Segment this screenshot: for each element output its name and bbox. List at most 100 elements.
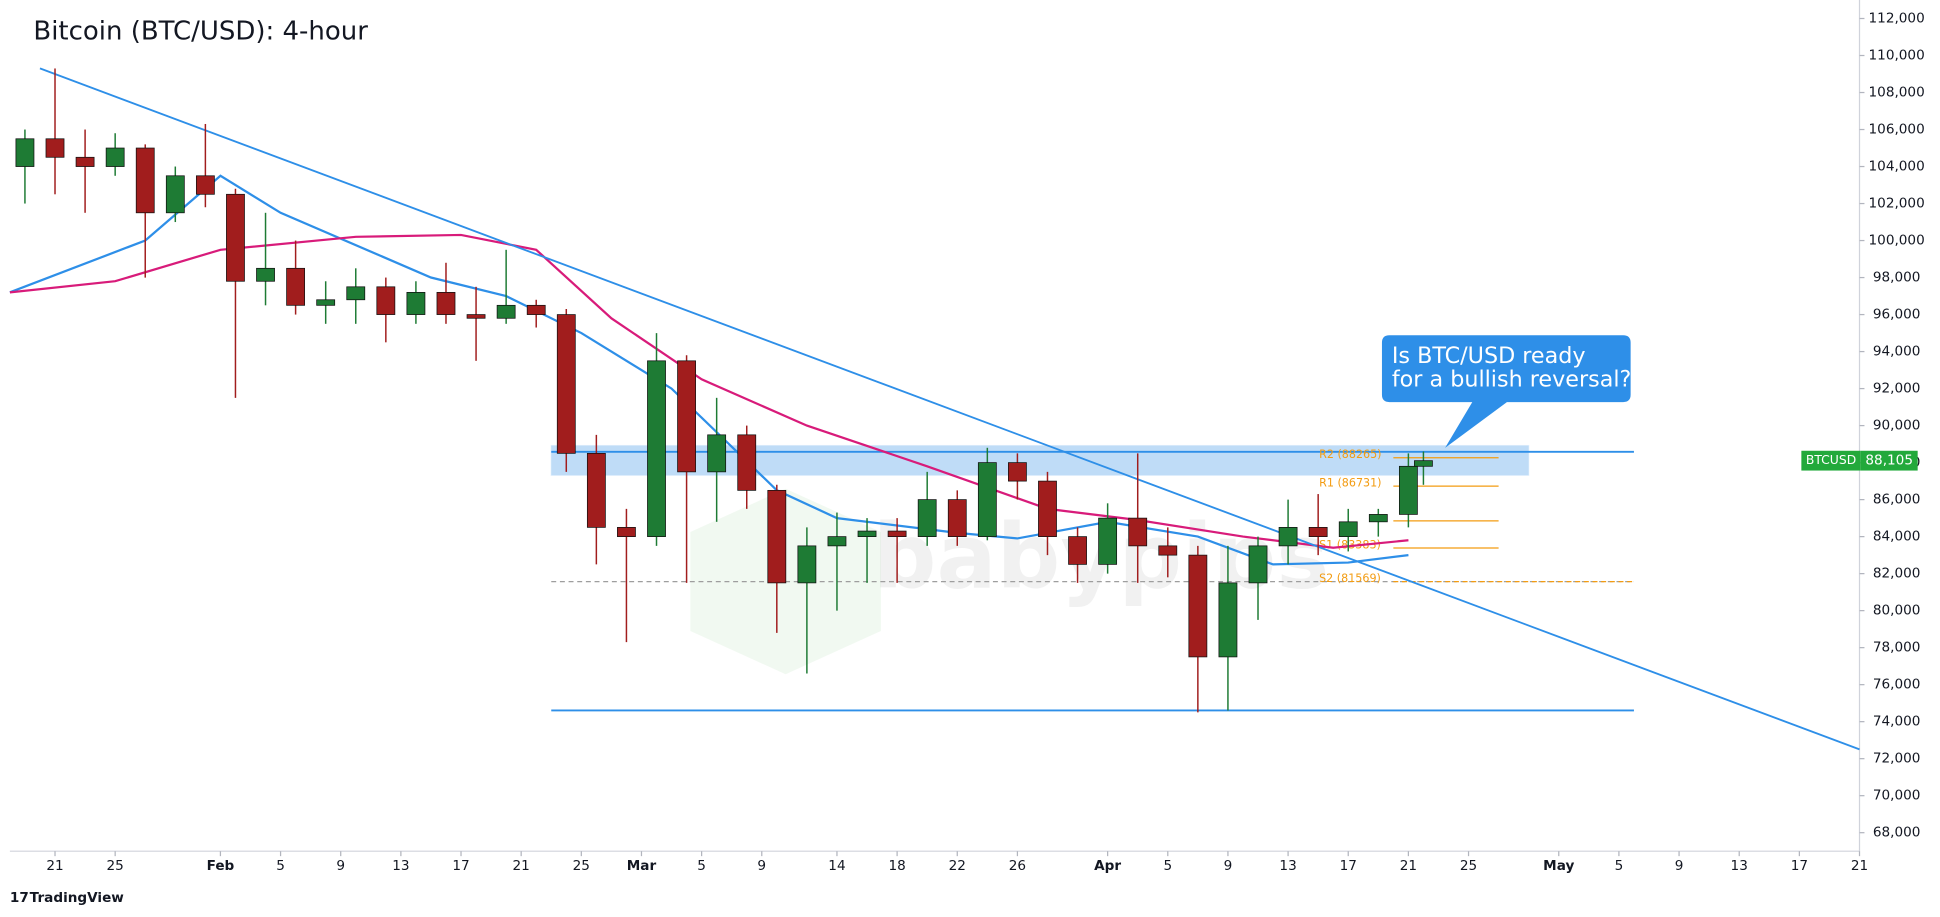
candle-body	[165, 175, 185, 214]
y-tick-label: 110,000	[1869, 48, 1925, 64]
x-tick-label: 9	[757, 858, 766, 874]
candle-body	[1158, 545, 1178, 556]
y-tick-label: 104,000	[1869, 159, 1925, 175]
candle-body	[917, 499, 937, 537]
x-tick-label: Feb	[207, 858, 235, 874]
candle-body	[316, 299, 336, 306]
x-tick-label: 5	[697, 858, 706, 874]
x-tick-label: 9	[1675, 858, 1684, 874]
x-tick-label: 9	[336, 858, 345, 874]
y-tick-label: 96,000	[1873, 307, 1921, 323]
candle-body	[1278, 526, 1298, 547]
candle-body	[1128, 517, 1148, 547]
y-tick-label: 90,000	[1873, 418, 1921, 434]
candle-body	[1398, 465, 1418, 515]
candle-body	[857, 530, 877, 537]
candle-body	[1414, 460, 1433, 467]
candle-body	[1248, 545, 1268, 584]
candle-body	[15, 138, 35, 167]
x-tick-label: 26	[1009, 858, 1026, 874]
candle-body	[496, 304, 516, 319]
x-tick-label: 21	[46, 858, 63, 874]
price-tag-bg	[1860, 450, 1918, 471]
x-tick-label: 18	[888, 858, 905, 874]
candle-body	[1038, 480, 1057, 537]
chart-title: Bitcoin (BTC/USD): 4-hour	[33, 17, 368, 47]
moving-average	[9, 233, 1409, 549]
y-tick-label: 68,000	[1873, 825, 1921, 841]
candle-body	[1368, 514, 1388, 523]
candle-body	[195, 175, 215, 195]
candle-body	[947, 499, 967, 537]
candle-body	[586, 452, 606, 528]
candle-body	[1098, 517, 1118, 565]
x-tick-label: Apr	[1094, 858, 1121, 874]
y-tick-label: 70,000	[1873, 788, 1921, 804]
x-tick-label: 21	[1400, 858, 1417, 874]
pivot-label: R1 (86731)	[1319, 477, 1381, 490]
candle-body	[1338, 521, 1358, 537]
callout-text: Is BTC/USD ready	[1392, 343, 1586, 369]
y-tick-label: 112,000	[1869, 11, 1925, 27]
price-tag-label: 88,105	[1865, 453, 1913, 469]
pivot-label: S2 (81569)	[1319, 572, 1381, 585]
candle-body	[1008, 462, 1027, 482]
y-tick-label: 102,000	[1869, 196, 1925, 212]
x-tick-label: 22	[949, 858, 966, 874]
x-tick-label: Mar	[627, 858, 657, 874]
candle-body	[1308, 526, 1328, 537]
x-tick-label: 14	[828, 858, 845, 874]
y-tick-label: 84,000	[1873, 529, 1921, 545]
resistance-zone	[550, 444, 1530, 476]
pivot-label: R2 (88265)	[1319, 448, 1381, 461]
candle-body	[436, 291, 456, 315]
x-tick-label: 17	[1791, 858, 1808, 874]
y-tick-label: 76,000	[1873, 677, 1921, 693]
y-tick-label: 72,000	[1873, 751, 1921, 767]
candle-body	[75, 156, 95, 167]
candle-body	[286, 267, 306, 306]
x-tick-label: 25	[1460, 858, 1477, 874]
y-tick-label: 108,000	[1869, 85, 1925, 101]
chart-body: babypips Bitcoin (BTC/USD): 4-hour Tradi…	[9, 0, 1925, 906]
x-tick-label: 21	[1851, 858, 1868, 874]
candle-body	[797, 545, 817, 584]
callout-text: for a bullish reversal?	[1392, 366, 1631, 392]
y-tick-label: 98,000	[1873, 270, 1921, 286]
callout-bubble	[1381, 335, 1631, 448]
candle-body	[1188, 554, 1208, 658]
candle-body	[617, 526, 636, 537]
y-tick-label: 74,000	[1873, 714, 1921, 730]
trendline	[39, 67, 1860, 751]
y-tick-label: 106,000	[1869, 122, 1925, 138]
candle-body	[376, 286, 396, 315]
x-tick-label: 25	[573, 858, 590, 874]
x-tick-label: 5	[276, 858, 285, 874]
y-tick-label: 80,000	[1873, 603, 1921, 619]
footer-logo: TradingView	[30, 890, 125, 906]
x-tick-label: 21	[513, 858, 530, 874]
x-tick-label: 13	[1279, 858, 1296, 874]
candle-body	[887, 530, 907, 537]
x-tick-label: 9	[1224, 858, 1233, 874]
candle-body	[466, 314, 486, 319]
candle-body	[827, 536, 847, 547]
price-tag-name: BTCUSD	[1806, 453, 1856, 467]
x-tick-label: May	[1543, 858, 1574, 874]
y-tick-label: 78,000	[1873, 640, 1921, 656]
x-tick-label: 13	[392, 858, 409, 874]
candle-body	[767, 489, 787, 584]
x-tick-label: 13	[1731, 858, 1748, 874]
y-tick-label: 82,000	[1873, 566, 1921, 582]
price-tag-name-bg	[1801, 450, 1861, 471]
y-tick-label: 92,000	[1873, 381, 1921, 397]
candle-body	[526, 304, 546, 315]
x-tick-label: 5	[1615, 858, 1624, 874]
candle-body	[737, 434, 757, 491]
candle-body	[135, 147, 155, 214]
candle-body	[346, 286, 366, 301]
candle-body	[406, 291, 426, 315]
candle-body	[556, 314, 576, 454]
